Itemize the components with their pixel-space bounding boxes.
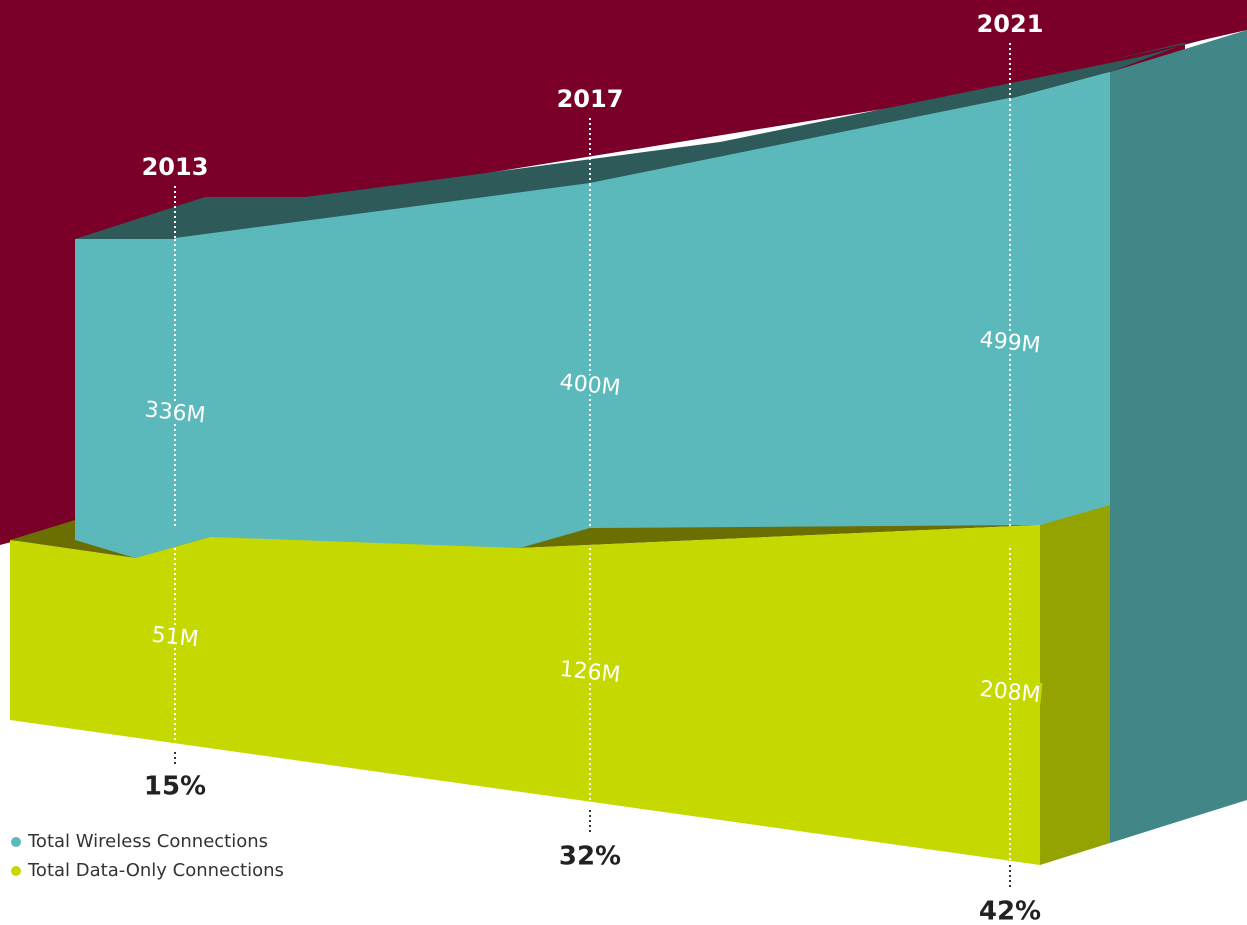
- front-face: [10, 525, 1040, 865]
- year-label: 2013: [142, 153, 209, 181]
- share-label: 15%: [144, 772, 206, 802]
- background-panel: [0, 0, 1185, 545]
- legend-swatch: [11, 866, 21, 876]
- share-label: 42%: [979, 897, 1041, 925]
- background-panel: [1185, 0, 1247, 44]
- year-label: 2021: [977, 10, 1044, 38]
- legend-swatch: [11, 837, 21, 847]
- front-face: [75, 72, 1110, 558]
- value-label: 51M: [150, 623, 199, 653]
- share-label: 32%: [559, 842, 621, 872]
- side-face: [1110, 30, 1247, 843]
- legend-label: Total Data-Only Connections: [27, 860, 284, 881]
- legend-label: Total Wireless Connections: [27, 831, 268, 852]
- side-face: [1040, 505, 1110, 865]
- year-label: 2017: [557, 85, 624, 113]
- top-face: [75, 30, 1240, 240]
